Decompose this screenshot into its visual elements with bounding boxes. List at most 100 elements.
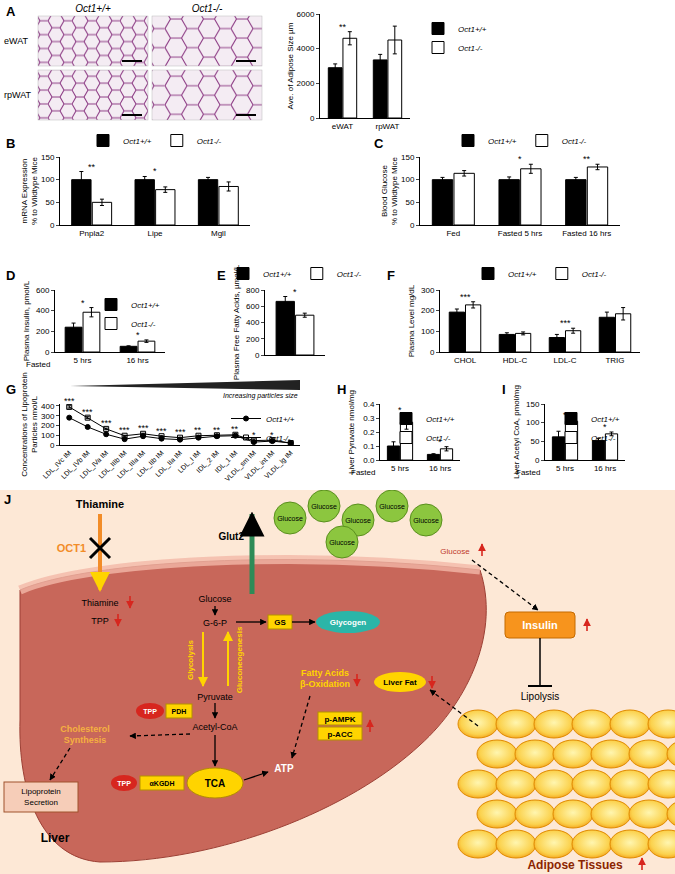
svg-text:Fasted: Fasted [351,468,375,477]
svg-text:*: * [270,430,274,440]
svg-text:50: 50 [530,437,539,446]
svg-text:600: 600 [36,286,50,295]
svg-text:150: 150 [401,153,415,162]
svg-text:150: 150 [526,400,540,409]
svg-text:0: 0 [255,351,260,360]
svg-text:0.4: 0.4 [363,400,375,409]
svg-text:Glucose: Glucose [277,515,303,522]
svg-text:CholesterolSynthesis: CholesterolSynthesis [60,724,110,745]
svg-text:HDL-C: HDL-C [503,356,528,365]
svg-text:Oct1+/+: Oct1+/+ [591,415,620,424]
svg-text:***: *** [64,396,75,406]
svg-text:F: F [387,268,395,283]
svg-text:J: J [4,492,11,507]
svg-text:Glucose: Glucose [413,517,439,524]
svg-text:Glucose: Glucose [440,547,470,556]
svg-text:H: H [337,382,346,397]
svg-text:G: G [6,382,16,397]
svg-text:Oct1-/-: Oct1-/- [582,270,607,279]
svg-text:D: D [6,268,15,283]
svg-text:Glucose: Glucose [198,594,231,604]
svg-text:Oct1+/+: Oct1+/+ [488,137,517,146]
svg-text:***: *** [138,423,149,433]
svg-text:200: 200 [246,335,260,344]
svg-text:2000: 2000 [297,79,315,88]
svg-text:Oct1+/+: Oct1+/+ [266,415,295,424]
svg-text:***: *** [119,425,130,435]
svg-text:Liver Fat: Liver Fat [383,678,417,687]
svg-text:Glucose: Glucose [311,503,337,510]
svg-text:Fasted: Fasted [26,360,50,369]
svg-text:Oct1+/+: Oct1+/+ [426,415,455,424]
svg-text:300: 300 [41,412,55,421]
svg-text:Liver: Liver [41,831,70,845]
svg-text:***: *** [156,426,167,436]
svg-text:eWAT: eWAT [332,122,353,131]
svg-text:TPP: TPP [143,708,157,715]
svg-text:Thiamine: Thiamine [81,598,118,608]
svg-text:Oct1+/+: Oct1+/+ [123,137,152,146]
svg-text:Thiamine: Thiamine [76,498,124,510]
svg-text:eWAT: eWAT [4,36,29,46]
svg-text:LDL_IVb IM: LDL_IVb IM [60,449,92,481]
svg-text:200: 200 [41,421,55,430]
svg-text:Increasing particles size: Increasing particles size [223,392,298,400]
svg-text:400: 400 [246,318,260,327]
svg-text:Oct1-/-: Oct1-/- [192,3,223,14]
svg-text:LDL_IVa IM: LDL_IVa IM [79,449,111,481]
svg-text:***: *** [101,418,112,428]
svg-text:100: 100 [41,175,55,184]
svg-text:VLDL_int IM: VLDL_int IM [243,449,276,482]
svg-text:I: I [502,382,506,397]
svg-text:Plasma Insulin, pmol/L: Plasma Insulin, pmol/L [22,280,31,361]
svg-text:5 hrs: 5 hrs [556,464,574,473]
svg-text:*: * [81,298,85,308]
svg-text:LDL_IIb IM: LDL_IIb IM [136,449,166,479]
svg-text:0: 0 [45,348,50,357]
svg-text:50: 50 [45,198,54,207]
svg-text:*: * [438,437,442,447]
svg-text:Oct1+/+: Oct1+/+ [131,301,160,310]
svg-text:Mgll: Mgll [211,229,226,238]
svg-text:6000: 6000 [297,10,315,19]
svg-text:Glucose: Glucose [345,517,371,524]
svg-text:**: ** [339,22,347,32]
svg-text:Fatty Acidsβ-Oxidation: Fatty Acidsβ-Oxidation [300,668,350,689]
svg-text:***: *** [460,292,471,302]
svg-text:Oct1+/+: Oct1+/+ [508,270,537,279]
svg-text:*: * [518,154,522,164]
svg-text:**: ** [213,425,221,435]
svg-text:Oct1-/-: Oct1-/- [591,434,616,443]
svg-text:800: 800 [246,286,260,295]
svg-text:Oct1+/+: Oct1+/+ [458,25,487,34]
svg-text:4000: 4000 [297,44,315,53]
svg-text:Concentrations of LipoproteinP: Concentrations of LipoproteinParticles n… [20,372,39,477]
svg-text:Insulin: Insulin [522,619,558,631]
svg-text:0: 0 [430,348,435,357]
svg-text:Blood Glucose% to Wildtype Mic: Blood Glucose% to Wildtype Mice [380,156,399,225]
svg-text:Lipe: Lipe [147,229,163,238]
svg-text:Oct1-/-: Oct1-/- [337,270,362,279]
svg-text:Oct1+/+: Oct1+/+ [263,270,292,279]
svg-text:OCT1: OCT1 [57,542,86,554]
svg-text:5 hrs: 5 hrs [74,356,92,365]
svg-text:***: *** [175,427,186,437]
svg-text:p-ACC: p-ACC [328,730,353,739]
svg-text:B: B [6,136,15,151]
svg-text:400: 400 [41,402,55,411]
svg-text:TPP: TPP [117,780,131,787]
svg-text:0: 0 [410,221,415,230]
svg-text:100: 100 [526,418,540,427]
svg-text:400: 400 [36,306,50,315]
svg-text:rpWAT: rpWAT [376,122,400,131]
svg-text:Ave. of Adipose Size µm: Ave. of Adipose Size µm [286,22,295,109]
svg-text:ATP: ATP [274,763,294,774]
svg-text:Pyruvate: Pyruvate [197,692,233,702]
svg-text:TCA: TCA [205,778,226,789]
svg-text:Adipose Tissues: Adipose Tissues [527,858,622,872]
svg-text:Fasted 5 hrs: Fasted 5 hrs [498,229,542,238]
svg-text:***: *** [82,407,93,417]
svg-text:16 hrs: 16 hrs [429,464,451,473]
svg-text:200: 200 [36,327,50,336]
svg-text:Gluconeogenesis: Gluconeogenesis [235,626,244,693]
